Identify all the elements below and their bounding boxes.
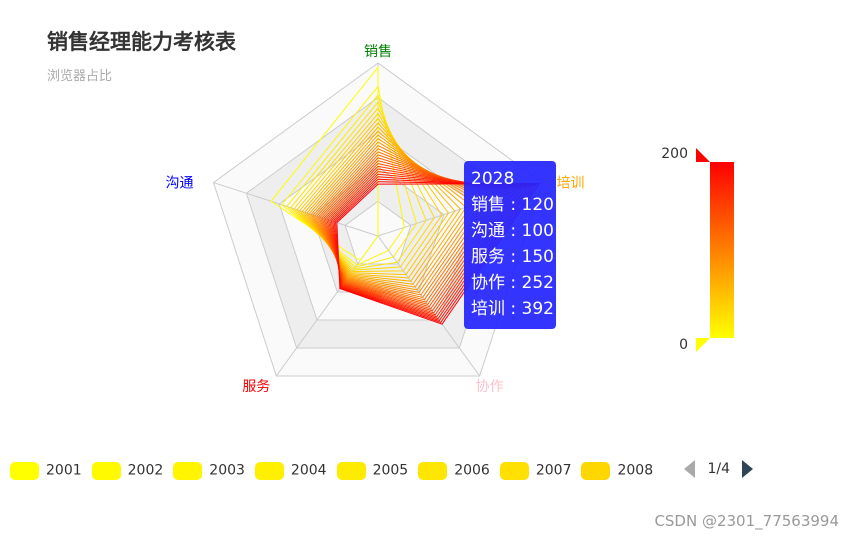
tooltip-title: 2028 [471, 169, 515, 189]
visual-map-min-label: 0 [679, 337, 688, 353]
legend-swatch [10, 461, 39, 480]
tooltip-row-service: 服务 : 150 [471, 247, 554, 267]
legend-swatch [254, 461, 284, 480]
visual-map-handle-bottom-icon [696, 338, 710, 352]
legend-item-2005[interactable]: 2005 [336, 460, 409, 482]
visual-map-bar [710, 162, 734, 338]
legend-pager: 1/4 [684, 460, 754, 482]
tooltip-row-collaboration: 协作 : 252 [471, 273, 554, 293]
legend-label: 2006 [454, 462, 490, 479]
watermark: CSDN @2301_77563994 [654, 512, 839, 530]
indicator-label: 服务 [242, 379, 270, 395]
tooltip-row-communication: 沟通 : 100 [471, 221, 554, 241]
legend-item-2008[interactable]: 2008 [581, 460, 653, 482]
series-2011 [308, 134, 473, 288]
legend-swatch [418, 461, 448, 480]
legend-label: 2003 [209, 462, 245, 479]
legend-label: 2001 [46, 462, 82, 479]
legend-next-page-icon[interactable] [742, 460, 754, 478]
series-2004 [290, 101, 427, 270]
legend-label: 2002 [127, 462, 164, 479]
chart-subtitle: 浏览器占比 [47, 69, 113, 84]
series-2005 [293, 107, 435, 271]
series-2006 [296, 112, 443, 273]
series-2012 [310, 137, 478, 291]
legend-swatch [173, 461, 203, 480]
series-2008 [301, 122, 456, 279]
tooltip-row-training: 培训 : 392 [471, 299, 554, 319]
legend-item-2006[interactable]: 2006 [418, 460, 490, 482]
series-2007 [299, 117, 450, 276]
radar-axis-line [213, 182, 379, 237]
series-2010 [306, 130, 467, 285]
legend-item-2002[interactable]: 2002 [91, 460, 164, 482]
legend-label: 2004 [290, 462, 327, 479]
legend-swatch [91, 461, 121, 480]
legend-swatch [499, 461, 529, 480]
indicator-label: 培训 [557, 176, 585, 192]
legend-item-2007[interactable]: 2007 [499, 460, 572, 482]
indicator-label: 销售 [364, 44, 392, 60]
series-2002 [281, 85, 405, 266]
indicator-label: 协作 [476, 379, 504, 395]
legend-prev-page-icon[interactable] [684, 460, 695, 478]
legend-item-2004[interactable]: 2004 [254, 460, 327, 482]
tooltip-row-sales: 销售 : 120 [471, 195, 554, 215]
legend-item-2003[interactable]: 2003 [173, 460, 245, 482]
chart-title: 销售经理能力考核表 [47, 30, 236, 54]
tooltip: 2028 销售 : 120 沟通 : 100 服务 : 150 协作 : 252… [464, 161, 556, 329]
legend: 2001 2002 2003 2004 2005 2006 2007 2008 [10, 460, 680, 482]
legend-label: 2008 [617, 462, 654, 479]
series-2003 [286, 94, 418, 268]
indicator-label: 沟通 [165, 176, 193, 192]
legend-swatch [581, 461, 611, 480]
legend-swatch [336, 461, 366, 480]
series-2009 [304, 126, 462, 282]
visual-map-max-label: 200 [661, 146, 688, 162]
legend-page-indicator: 1/4 [707, 461, 730, 477]
legend-item-2001[interactable]: 2001 [10, 460, 82, 482]
legend-label: 2005 [372, 462, 409, 479]
visual-map-handle-top-icon [696, 148, 710, 162]
legend-label: 2007 [535, 462, 572, 479]
